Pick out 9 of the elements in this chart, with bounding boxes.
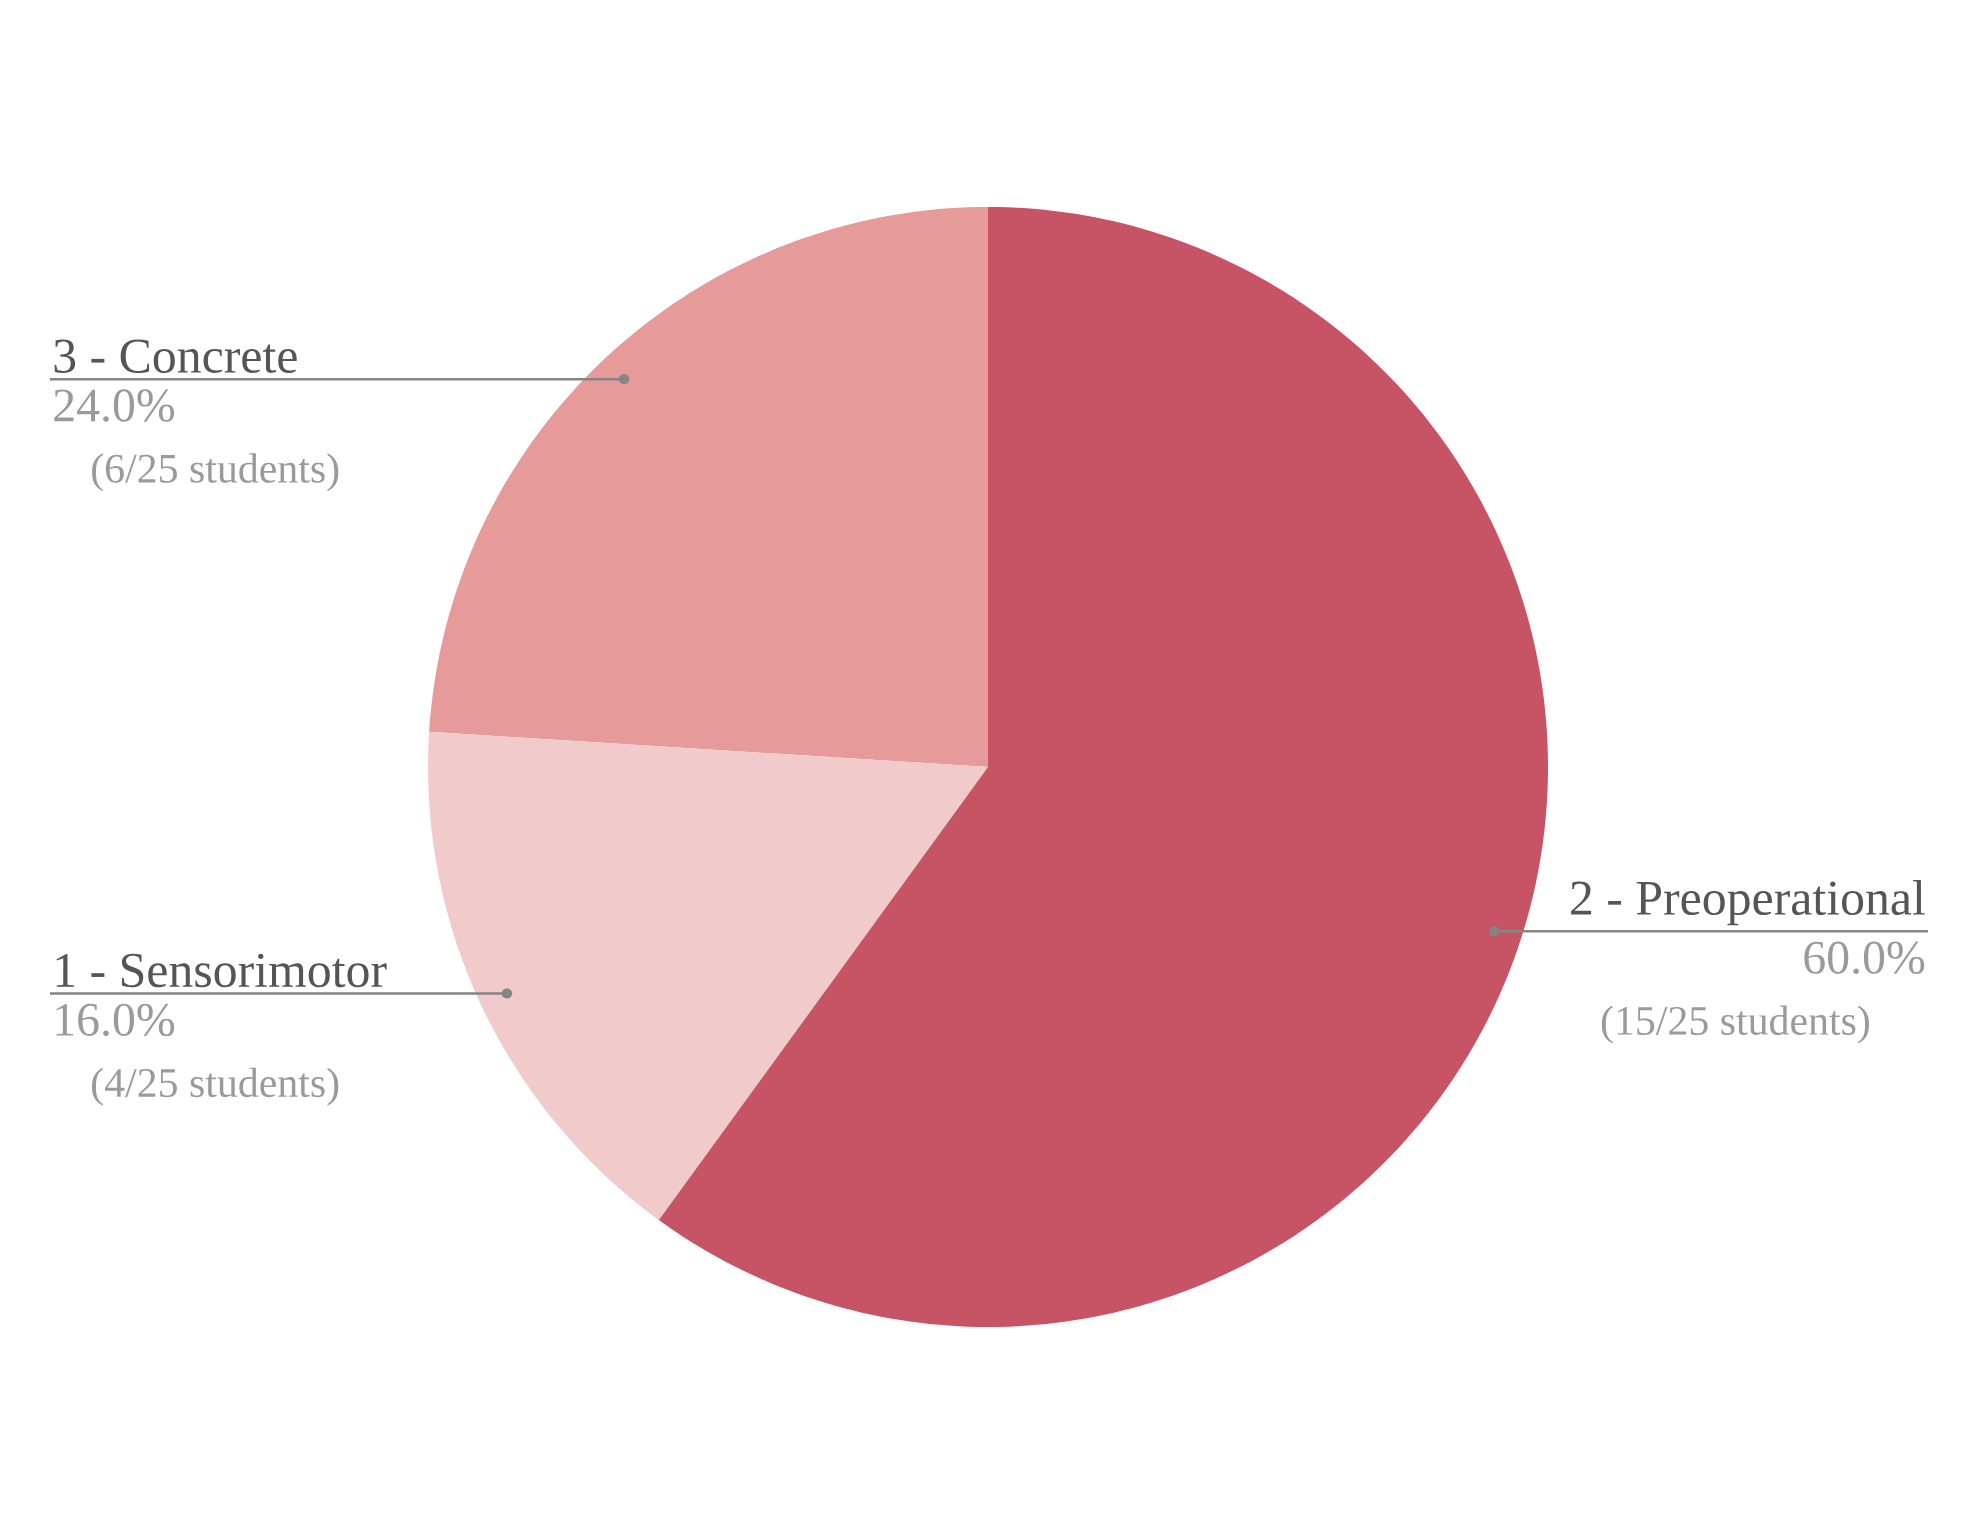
slice-label: 2 - Preoperational <box>1571 880 1925 926</box>
text: (6/25 students) <box>92 453 339 492</box>
data-label: 16.0% <box>56 1003 175 1037</box>
text: (15/25 students) <box>1601 1005 1869 1044</box>
data-label: 24.0% <box>54 389 175 422</box>
data-label: 60.0% <box>1804 941 1925 975</box>
slice-label: 1 - Sensorimotor <box>56 953 387 988</box>
slice-label: 3 - Concrete <box>54 339 297 373</box>
text: (4/25 students) <box>92 1067 339 1106</box>
